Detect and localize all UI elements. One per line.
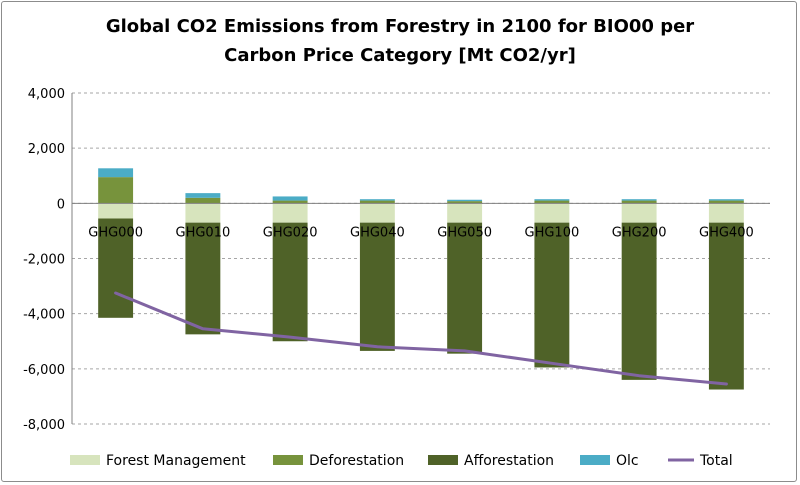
axes: 4,000 2,000 0 -2,000 -4,000 -6,000 -8,000 GHG00… — [23, 87, 770, 433]
bar-afforestation-ghg010 — [185, 222, 221, 335]
y-tick-label: -6,000 — [23, 363, 65, 378]
x-tick-label: GHG020 — [263, 225, 318, 240]
bar-deforestation-ghg000 — [98, 177, 134, 204]
x-tick-label: GHG040 — [350, 225, 405, 240]
legend: Forest Management Deforestation Afforestat… — [70, 453, 733, 469]
bar-forest-management-ghg050 — [447, 203, 483, 223]
legend-swatch-afforestation — [428, 455, 458, 465]
bar-olc-ghg020 — [272, 196, 308, 201]
x-tick-label: GHG100 — [525, 225, 580, 240]
legend-label-olc: Olc — [616, 453, 639, 469]
legend-label-afforestation: Afforestation — [464, 453, 554, 469]
bar-deforestation-ghg050 — [447, 201, 483, 204]
bar-forest-management-ghg040 — [359, 203, 395, 223]
series-line-total — [114, 291, 728, 386]
x-tick-label: GHG010 — [176, 225, 231, 240]
bar-olc-ghg400 — [708, 199, 744, 201]
y-tick-label: 0 — [57, 197, 65, 212]
bar-forest-management-ghg000 — [98, 203, 134, 219]
y-tick-label: 2,000 — [28, 142, 65, 157]
bar-olc-ghg000 — [98, 168, 134, 178]
x-tick-label: GHG000 — [88, 225, 143, 240]
bar-forest-management-ghg200 — [621, 203, 657, 223]
bar-afforestation-ghg000 — [98, 218, 134, 318]
chart-title-line-1: Global CO2 Emissions from Forestry in 21… — [105, 16, 695, 37]
bar-forest-management-ghg010 — [185, 203, 221, 223]
x-tick-label: GHG400 — [699, 225, 754, 240]
y-tick-label: -2,000 — [23, 253, 65, 268]
bar-olc-ghg040 — [359, 199, 395, 201]
bar-afforestation-ghg100 — [534, 222, 570, 368]
legend-label-forest-management: Forest Management — [106, 453, 246, 469]
x-tick-label: GHG200 — [612, 225, 667, 240]
bar-afforestation-ghg200 — [621, 222, 657, 380]
gridlines — [72, 92, 770, 425]
bar-olc-ghg050 — [447, 199, 483, 202]
chart-title-line-2: Carbon Price Category [Mt CO2/yr] — [224, 45, 576, 66]
legend-label-total: Total — [699, 453, 733, 469]
bar-forest-management-ghg400 — [708, 203, 744, 223]
bar-forest-management-ghg100 — [534, 203, 570, 223]
bar-deforestation-ghg200 — [621, 200, 657, 204]
legend-swatch-deforestation — [273, 455, 303, 465]
y-tick-label: 4,000 — [28, 87, 65, 102]
x-tick-label: GHG050 — [437, 225, 492, 240]
total-line-layer — [114, 291, 728, 386]
bar-forest-management-ghg020 — [272, 203, 308, 223]
bar-olc-ghg100 — [534, 199, 570, 201]
bar-afforestation-ghg400 — [708, 222, 744, 390]
bar-deforestation-ghg100 — [534, 200, 570, 204]
bar-olc-ghg200 — [621, 199, 657, 201]
bar-afforestation-ghg050 — [447, 222, 483, 354]
legend-label-deforestation: Deforestation — [309, 453, 404, 469]
legend-swatch-forest-management — [70, 455, 100, 465]
y-tick-label: -8,000 — [23, 418, 65, 433]
bar-deforestation-ghg040 — [359, 200, 395, 204]
bar-afforestation-ghg040 — [359, 222, 395, 351]
bar-deforestation-ghg400 — [708, 200, 744, 204]
bar-olc-ghg010 — [185, 193, 221, 198]
bars — [98, 168, 744, 390]
bar-deforestation-ghg010 — [185, 197, 221, 204]
y-tick-label: -4,000 — [23, 308, 65, 323]
bar-afforestation-ghg020 — [272, 222, 308, 342]
legend-swatch-olc — [580, 455, 610, 465]
bar-deforestation-ghg020 — [272, 200, 308, 204]
